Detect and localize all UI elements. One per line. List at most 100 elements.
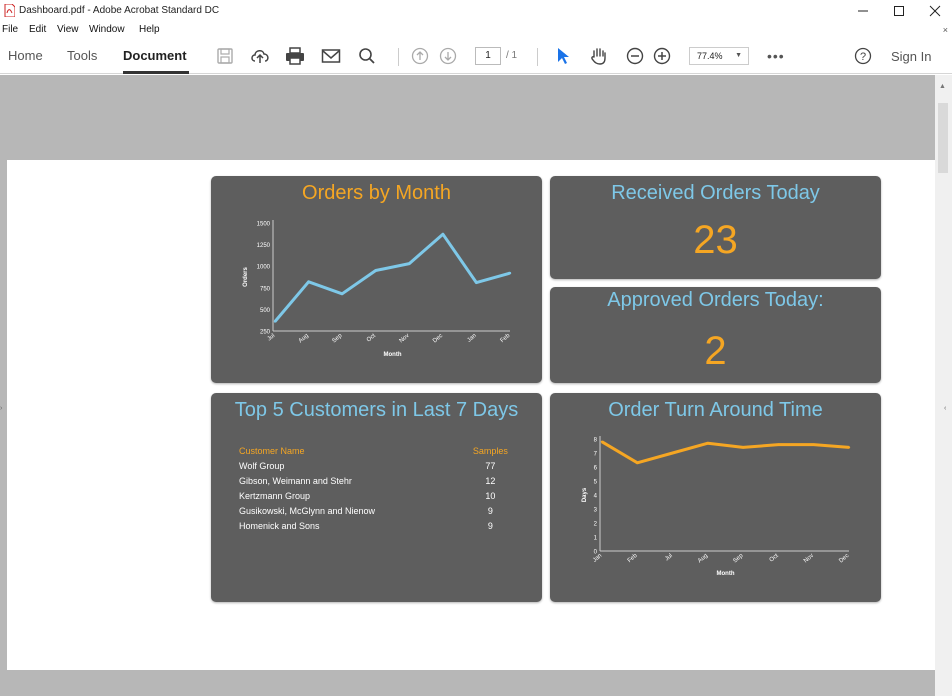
- data-point: [741, 446, 745, 449]
- zoom-select[interactable]: 77.4% ▼: [689, 47, 749, 65]
- data-point: [508, 271, 512, 275]
- table-row: Kertzmann Group 10: [239, 491, 519, 506]
- customer-name: Kertzmann Group: [239, 491, 311, 501]
- tab-document[interactable]: Document: [123, 48, 187, 63]
- panel-title: Approved Orders Today:: [607, 289, 824, 311]
- data-point: [706, 442, 710, 445]
- approved-orders-value: 2: [704, 329, 727, 373]
- customer-name: Wolf Group: [239, 461, 285, 471]
- data-point: [340, 292, 344, 296]
- tab-tools[interactable]: Tools: [67, 48, 98, 63]
- table-row: Gusikowski, McGlynn and Nienow 9: [239, 506, 519, 521]
- scroll-up-icon[interactable]: ▲: [939, 83, 946, 90]
- y-tick-label: 750: [260, 286, 271, 292]
- left-panel-toggle-icon[interactable]: ›: [0, 405, 3, 412]
- table-header-row: Customer Name Samples: [239, 446, 519, 461]
- x-tick-label: Nov: [399, 333, 411, 344]
- x-tick-label: Jan: [466, 333, 477, 344]
- data-point: [812, 443, 815, 446]
- data-point: [374, 269, 377, 272]
- email-button[interactable]: [320, 46, 342, 66]
- sample-count: 77: [485, 461, 496, 471]
- right-panel-toggle-icon[interactable]: ‹: [944, 405, 947, 412]
- prev-page-button[interactable]: [409, 46, 431, 66]
- search-icon: [359, 48, 375, 64]
- vertical-scrollbar[interactable]: ▲: [935, 75, 952, 696]
- column-header: Samples: [472, 446, 508, 456]
- email-icon: [321, 49, 341, 63]
- table-row: Homenick and Sons 9: [239, 521, 519, 536]
- window-title: Dashboard.pdf - Adobe Acrobat Standard D…: [19, 5, 220, 16]
- close-icon: [929, 5, 941, 17]
- y-tick-label: 5: [594, 480, 598, 486]
- toolbar-divider: [537, 48, 538, 66]
- next-page-button[interactable]: [437, 46, 459, 66]
- top-customers-panel: Top 5 Customers in Last 7 Days Customer …: [211, 393, 542, 602]
- y-tick-label: 7: [594, 452, 598, 458]
- zoom-in-button[interactable]: [651, 46, 673, 66]
- sample-count: 9: [487, 521, 493, 531]
- menu-help[interactable]: Help: [139, 24, 160, 35]
- select-cursor-icon: [558, 48, 569, 64]
- menu-edit[interactable]: Edit: [29, 24, 47, 35]
- help-button[interactable]: ?: [852, 46, 874, 66]
- x-tick-label: Feb: [500, 333, 512, 345]
- page-number-input[interactable]: 1: [475, 47, 501, 65]
- y-axis-label: Orders: [243, 267, 249, 287]
- close-document-icon[interactable]: ×: [942, 25, 948, 35]
- maximize-icon: [894, 6, 904, 16]
- upload-icon: [251, 50, 269, 63]
- data-point: [671, 451, 674, 455]
- upload-button[interactable]: [249, 46, 271, 66]
- y-tick-label: 1500: [257, 222, 271, 228]
- x-tick-label: Oct: [769, 553, 780, 564]
- data-point: [273, 320, 277, 323]
- panel-title: Orders by Month: [302, 182, 451, 204]
- orders-by-month-panel: Orders by Month 1500 1250 1000 750 500 250 Jul…: [211, 176, 542, 383]
- zoom-out-button[interactable]: [624, 46, 646, 66]
- x-tick-label: Aug: [298, 333, 310, 344]
- series-line: [601, 440, 850, 465]
- menu-view[interactable]: View: [57, 24, 79, 35]
- print-icon: [286, 47, 304, 65]
- help-icon: ?: [854, 47, 872, 65]
- column-header: Customer Name: [239, 446, 305, 456]
- data-point: [636, 461, 639, 464]
- tab-home[interactable]: Home: [8, 48, 43, 63]
- next-page-icon: [439, 47, 457, 65]
- print-button[interactable]: [284, 46, 306, 66]
- save-button[interactable]: [214, 46, 236, 66]
- x-tick-label: Jan: [592, 553, 603, 564]
- acrobat-logo-icon: [4, 4, 15, 17]
- sample-count: 12: [485, 476, 496, 486]
- scroll-thumb[interactable]: [938, 103, 948, 173]
- search-button[interactable]: [356, 46, 378, 66]
- x-tick-label: Dec: [838, 553, 850, 564]
- active-tab-indicator: [123, 71, 189, 74]
- close-button[interactable]: [918, 0, 952, 22]
- more-icon[interactable]: •••: [767, 48, 785, 64]
- toolbar-divider: [398, 48, 399, 66]
- menu-file[interactable]: File: [2, 24, 19, 35]
- y-tick-label: 1: [594, 536, 598, 542]
- panel-title: Top 5 Customers in Last 7 Days: [234, 399, 519, 421]
- document-viewport[interactable]: Orders by Month 1500 1250 1000 750 500 250 Jul…: [0, 75, 935, 696]
- series-line: [273, 232, 511, 323]
- data-point: [847, 446, 851, 449]
- y-axis-label: Days: [582, 487, 588, 502]
- x-axis-label: Month: [384, 352, 402, 358]
- x-tick-label: Aug: [697, 553, 709, 564]
- maximize-button[interactable]: [882, 0, 916, 22]
- x-tick-label: Oct: [366, 333, 377, 344]
- sign-in-link[interactable]: Sign In: [891, 49, 932, 64]
- y-tick-label: 3: [594, 508, 598, 514]
- y-tick-label: 1000: [257, 265, 271, 271]
- hand-tool-button[interactable]: [588, 46, 610, 66]
- chevron-down-icon: ▼: [735, 52, 742, 59]
- menu-window[interactable]: Window: [89, 24, 125, 35]
- data-point: [441, 233, 445, 236]
- select-tool-button[interactable]: [552, 46, 574, 66]
- minimize-button[interactable]: [846, 0, 880, 22]
